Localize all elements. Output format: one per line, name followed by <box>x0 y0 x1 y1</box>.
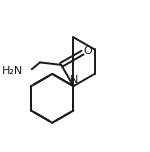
Text: H₂N: H₂N <box>2 66 23 76</box>
Text: N: N <box>70 75 78 85</box>
Text: O: O <box>84 46 93 56</box>
